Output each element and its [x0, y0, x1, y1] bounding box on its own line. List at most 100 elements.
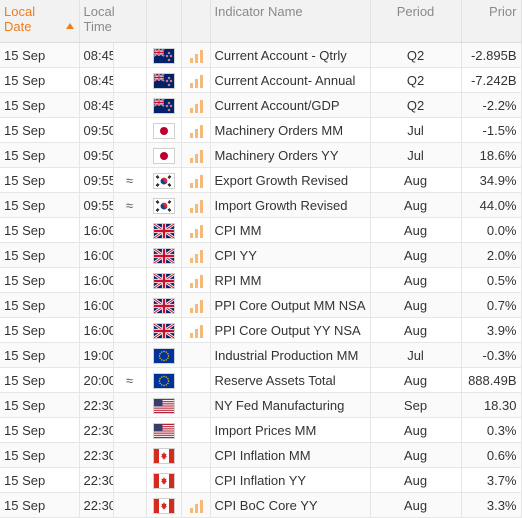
- table-row[interactable]: 15 Sep 22:30 CPI Inflation YY Aug 3.7%: [0, 467, 522, 493]
- column-header-importance: [181, 0, 211, 43]
- uk-flag-icon: [153, 248, 174, 263]
- prior-cell: 0.7%: [461, 292, 522, 318]
- prior-cell: -2.895B: [461, 42, 522, 68]
- country-flag-cell: [146, 317, 182, 343]
- canada-flag-icon: [153, 473, 174, 488]
- importance-bars-icon: [189, 174, 203, 188]
- country-flag-cell: [146, 267, 182, 293]
- indicator-name-cell[interactable]: RPI MM: [210, 267, 371, 293]
- indicator-name-cell[interactable]: Current Account - Qtrly: [210, 42, 371, 68]
- table-row[interactable]: 15 Sep 16:00 CPI YY Aug 2.0%: [0, 242, 522, 268]
- indicator-name-cell[interactable]: PPI Core Output MM NSA: [210, 292, 371, 318]
- indicator-name-cell[interactable]: CPI MM: [210, 217, 371, 243]
- table-row[interactable]: 15 Sep 19:00 Industrial Production MM Ju…: [0, 342, 522, 368]
- table-row[interactable]: 15 Sep 22:30 Import Prices MM Aug 0.3%: [0, 417, 522, 443]
- importance-cell: [181, 467, 211, 493]
- importance-bars-icon: [189, 324, 203, 338]
- time-cell: 19:00: [79, 342, 114, 368]
- indicator-name-cell[interactable]: Machinery Orders MM: [210, 117, 371, 143]
- date-cell: 15 Sep: [0, 442, 80, 468]
- eu-flag-icon: [153, 348, 174, 363]
- country-flag-cell: [146, 342, 182, 368]
- date-cell: 15 Sep: [0, 42, 80, 68]
- time-cell: 22:30: [79, 467, 114, 493]
- indicator-name-cell[interactable]: Export Growth Revised: [210, 167, 371, 193]
- period-cell: Q2: [370, 92, 462, 118]
- period-cell: Aug: [370, 167, 462, 193]
- indicator-name-cell[interactable]: Machinery Orders YY: [210, 142, 371, 168]
- column-header-local-time[interactable]: Local Time: [79, 0, 147, 43]
- table-row[interactable]: 15 Sep 16:00 RPI MM Aug 0.5%: [0, 267, 522, 293]
- period-cell: Aug: [370, 417, 462, 443]
- table-row[interactable]: 15 Sep 16:00 PPI Core Output YY NSA Aug …: [0, 317, 522, 343]
- time-cell: 16:00: [79, 217, 114, 243]
- indicator-name-cell[interactable]: Current Account- Annual: [210, 67, 371, 93]
- indicator-name-cell[interactable]: PPI Core Output YY NSA: [210, 317, 371, 343]
- period-cell: Jul: [370, 142, 462, 168]
- importance-bars-icon: [189, 249, 203, 263]
- date-cell: 15 Sep: [0, 117, 80, 143]
- sort-ascending-icon: [66, 23, 74, 29]
- indicator-name-cell[interactable]: Reserve Assets Total: [210, 367, 371, 393]
- local-date-header-label: Local Date: [4, 4, 36, 34]
- table-row[interactable]: 15 Sep 16:00 CPI MM Aug 0.0%: [0, 217, 522, 243]
- local-time-header-label: Local Time: [83, 4, 115, 34]
- prior-cell: 34.9%: [461, 167, 522, 193]
- column-header-indicator-name[interactable]: Indicator Name: [210, 0, 371, 43]
- approx-time-icon: [113, 42, 147, 68]
- indicator-name-cell[interactable]: Import Prices MM: [210, 417, 371, 443]
- period-cell: Aug: [370, 192, 462, 218]
- country-flag-cell: [146, 42, 182, 68]
- indicator-name-cell[interactable]: Current Account/GDP: [210, 92, 371, 118]
- table-row[interactable]: 15 Sep 08:45 Current Account/GDP Q2 -2.2…: [0, 92, 522, 118]
- indicator-name-cell[interactable]: CPI Inflation YY: [210, 467, 371, 493]
- uk-flag-icon: [153, 273, 174, 288]
- period-cell: Q2: [370, 42, 462, 68]
- approx-time-icon: [113, 342, 147, 368]
- time-cell: 08:45: [79, 92, 114, 118]
- indicator-name-cell[interactable]: Industrial Production MM: [210, 342, 371, 368]
- approx-time-icon: [113, 142, 147, 168]
- importance-cell: [181, 417, 211, 443]
- approx-time-icon: [113, 417, 147, 443]
- time-cell: 16:00: [79, 292, 114, 318]
- period-cell: Aug: [370, 242, 462, 268]
- approx-time-icon: [113, 442, 147, 468]
- indicator-name-cell[interactable]: Import Growth Revised: [210, 192, 371, 218]
- table-row[interactable]: 15 Sep 09:50 Machinery Orders YY Jul 18.…: [0, 142, 522, 168]
- country-flag-cell: [146, 417, 182, 443]
- importance-bars-icon: [189, 299, 203, 313]
- date-cell: 15 Sep: [0, 192, 80, 218]
- indicator-name-cell[interactable]: CPI YY: [210, 242, 371, 268]
- time-cell: 09:55: [79, 192, 114, 218]
- country-flag-cell: [146, 467, 182, 493]
- table-row[interactable]: 15 Sep 08:45 Current Account - Qtrly Q2 …: [0, 42, 522, 68]
- importance-bars-icon: [189, 49, 203, 63]
- table-row[interactable]: 15 Sep 22:30 NY Fed Manufacturing Sep 18…: [0, 392, 522, 418]
- table-row[interactable]: 15 Sep 22:30 CPI Inflation MM Aug 0.6%: [0, 442, 522, 468]
- column-header-period[interactable]: Period: [370, 0, 462, 43]
- table-row[interactable]: 15 Sep 08:45 Current Account- Annual Q2 …: [0, 67, 522, 93]
- table-row[interactable]: 15 Sep 20:00 ≈ Reserve Assets Total Aug …: [0, 367, 522, 393]
- canada-flag-icon: [153, 498, 174, 513]
- column-header-prior[interactable]: Prior: [461, 0, 522, 43]
- column-header-local-date[interactable]: Local Date: [0, 0, 80, 43]
- prior-cell: 18.30: [461, 392, 522, 418]
- uk-flag-icon: [153, 323, 174, 338]
- table-row[interactable]: 15 Sep 09:50 Machinery Orders MM Jul -1.…: [0, 117, 522, 143]
- us-flag-icon: [153, 398, 174, 413]
- approx-time-icon: [113, 92, 147, 118]
- time-cell: 09:50: [79, 117, 114, 143]
- date-cell: 15 Sep: [0, 217, 80, 243]
- date-cell: 15 Sep: [0, 342, 80, 368]
- table-row[interactable]: 15 Sep 09:55 ≈ Export Growth Revised Aug…: [0, 167, 522, 193]
- importance-bars-icon: [189, 499, 203, 513]
- indicator-name-cell[interactable]: NY Fed Manufacturing: [210, 392, 371, 418]
- period-cell: Aug: [370, 467, 462, 493]
- approx-time-icon: [113, 242, 147, 268]
- indicator-name-cell[interactable]: CPI Inflation MM: [210, 442, 371, 468]
- period-cell: Sep: [370, 392, 462, 418]
- period-cell: Aug: [370, 367, 462, 393]
- table-row[interactable]: 15 Sep 09:55 ≈ Import Growth Revised Aug…: [0, 192, 522, 218]
- table-row[interactable]: 15 Sep 16:00 PPI Core Output MM NSA Aug …: [0, 292, 522, 318]
